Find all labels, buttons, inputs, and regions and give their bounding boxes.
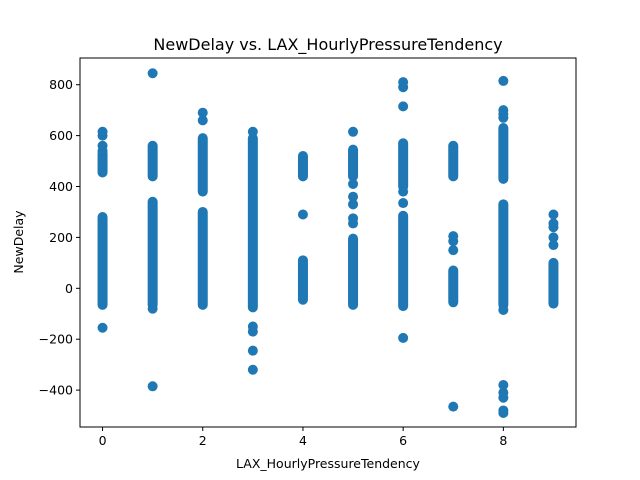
data-point-x8-5: [498, 408, 509, 419]
data-points-layer: [97, 68, 559, 419]
x-tick-label: 8: [499, 433, 507, 448]
point-cluster-x0-0: [97, 212, 108, 310]
data-point-x3-4: [247, 126, 258, 137]
chart-title: NewDelay vs. LAX_HourlyPressureTendency: [153, 35, 502, 55]
point-cluster-x2-1: [197, 133, 208, 197]
data-point-x1-0: [147, 381, 158, 392]
data-point-x5-1: [348, 213, 359, 224]
data-point-x9-1: [548, 232, 559, 243]
y-tick-label: −200: [39, 332, 73, 347]
data-point-x4-0: [297, 209, 308, 220]
point-cluster-x5-1: [348, 144, 359, 182]
point-cluster-x6-0: [398, 210, 409, 312]
plot-frame: [79, 57, 577, 428]
data-point-x7-3: [448, 401, 459, 412]
data-point-x1-1: [147, 303, 158, 314]
y-tick-label: 0: [65, 281, 73, 296]
y-tick-label: 400: [49, 179, 73, 194]
y-tick-label: 800: [49, 77, 73, 92]
x-tick-label: 2: [199, 433, 207, 448]
point-cluster-x9-0: [548, 257, 559, 309]
data-point-x8-3: [498, 392, 509, 403]
x-tick-label: 4: [299, 433, 307, 448]
data-point-x7-2: [448, 231, 459, 242]
data-point-x5-2: [348, 199, 359, 210]
x-tick-label: 6: [399, 433, 407, 448]
data-point-x3-2: [247, 345, 258, 356]
data-point-x0-0: [97, 322, 108, 333]
y-tick-label: 200: [49, 230, 73, 245]
y-tick-label: −400: [39, 383, 73, 398]
data-point-x6-1: [398, 198, 409, 209]
data-point-x6-2: [398, 186, 409, 197]
data-point-x7-0: [448, 245, 459, 256]
data-point-x3-3: [247, 364, 258, 375]
data-point-x5-5: [348, 126, 359, 137]
data-point-x8-1: [498, 380, 509, 391]
y-tick-label: 600: [49, 128, 73, 143]
point-cluster-x3-0: [247, 133, 258, 313]
data-point-x6-5: [398, 77, 409, 88]
point-cluster-x1-0: [147, 196, 158, 310]
x-tick-label: 0: [99, 433, 107, 448]
data-point-x6-0: [398, 332, 409, 343]
point-cluster-x1-1: [147, 140, 158, 182]
point-cluster-x4-1: [297, 150, 308, 182]
data-point-x3-1: [247, 326, 258, 337]
y-axis-ticks: −400 −200 0 200 400 600 800: [39, 77, 80, 398]
data-point-x9-0: [548, 240, 559, 251]
point-cluster-x7-1: [448, 140, 459, 182]
point-cluster-x0-1: [97, 148, 108, 178]
point-cluster-x4-0: [297, 255, 308, 305]
data-point-x2-0: [197, 115, 208, 126]
data-point-x0-4: [97, 126, 108, 137]
y-axis-label: NewDelay: [11, 210, 26, 274]
data-point-x1-2: [147, 68, 158, 79]
data-point-x5-3: [348, 191, 359, 202]
point-cluster-x8-1: [498, 122, 509, 184]
x-axis-ticks: 0 2 4 6 8: [99, 427, 507, 448]
data-point-x8-0: [498, 304, 509, 315]
data-point-x6-3: [398, 101, 409, 112]
point-cluster-x8-0: [498, 199, 509, 310]
x-axis-label: LAX_HourlyPressureTendency: [236, 456, 421, 471]
data-point-x5-4: [348, 178, 359, 189]
point-cluster-x7-0: [448, 265, 459, 308]
data-point-x9-4: [548, 209, 559, 220]
data-point-x9-3: [548, 218, 559, 229]
data-point-x2-1: [197, 107, 208, 118]
data-point-x8-8: [498, 105, 509, 116]
point-cluster-x6-1: [398, 138, 409, 192]
data-point-x0-2: [97, 140, 108, 151]
point-cluster-x2-0: [197, 206, 208, 310]
point-cluster-x5-0: [348, 233, 359, 310]
data-point-x8-9: [498, 75, 509, 86]
